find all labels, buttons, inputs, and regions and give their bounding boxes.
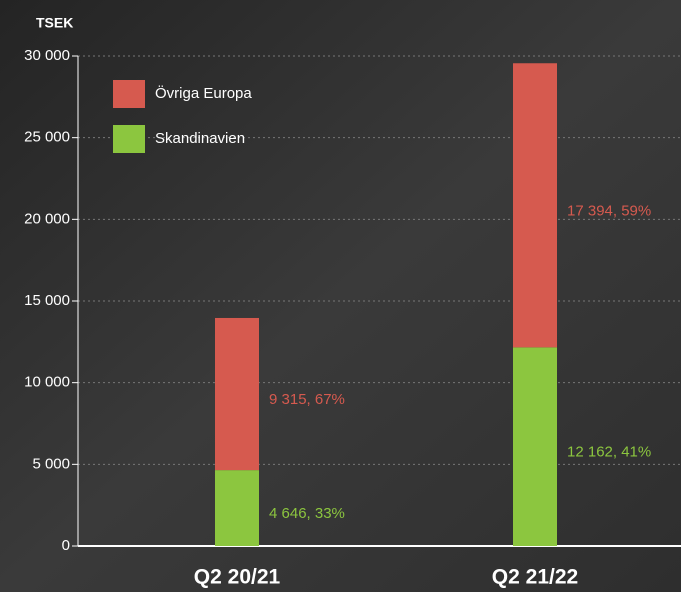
y-tick-label: 0: [62, 537, 70, 554]
y-tick-label: 5 000: [32, 455, 70, 472]
value-label: 17 394, 59%: [567, 202, 651, 219]
legend-swatch: [113, 80, 145, 108]
y-axis-label: TSEK: [36, 15, 73, 31]
y-tick-label: 15 000: [24, 292, 70, 309]
bar-segment: [215, 318, 259, 470]
y-tick-label: 10 000: [24, 374, 70, 391]
legend-swatch: [113, 125, 145, 153]
value-label: 9 315, 67%: [269, 391, 345, 408]
x-tick-label: Q2 21/22: [492, 566, 578, 589]
legend-label: Övriga Europa: [155, 84, 252, 102]
y-tick-label: 30 000: [24, 47, 70, 64]
chart: TSEK 0 5 000 10 000 15 000 20 000 25 000 30 00…: [0, 0, 681, 592]
legend-label: Skandinavien: [155, 130, 245, 147]
value-label: 4 646, 33%: [269, 505, 345, 522]
x-tick-label: Q2 20/21: [194, 566, 281, 589]
y-tick-label: 25 000: [24, 129, 70, 146]
bar-segment: [513, 63, 557, 347]
y-tick-label: 20 000: [24, 210, 70, 227]
value-label: 12 162, 41%: [567, 444, 651, 461]
bar-segment: [513, 347, 557, 546]
bar-segment: [215, 470, 259, 546]
background: [0, 0, 681, 592]
